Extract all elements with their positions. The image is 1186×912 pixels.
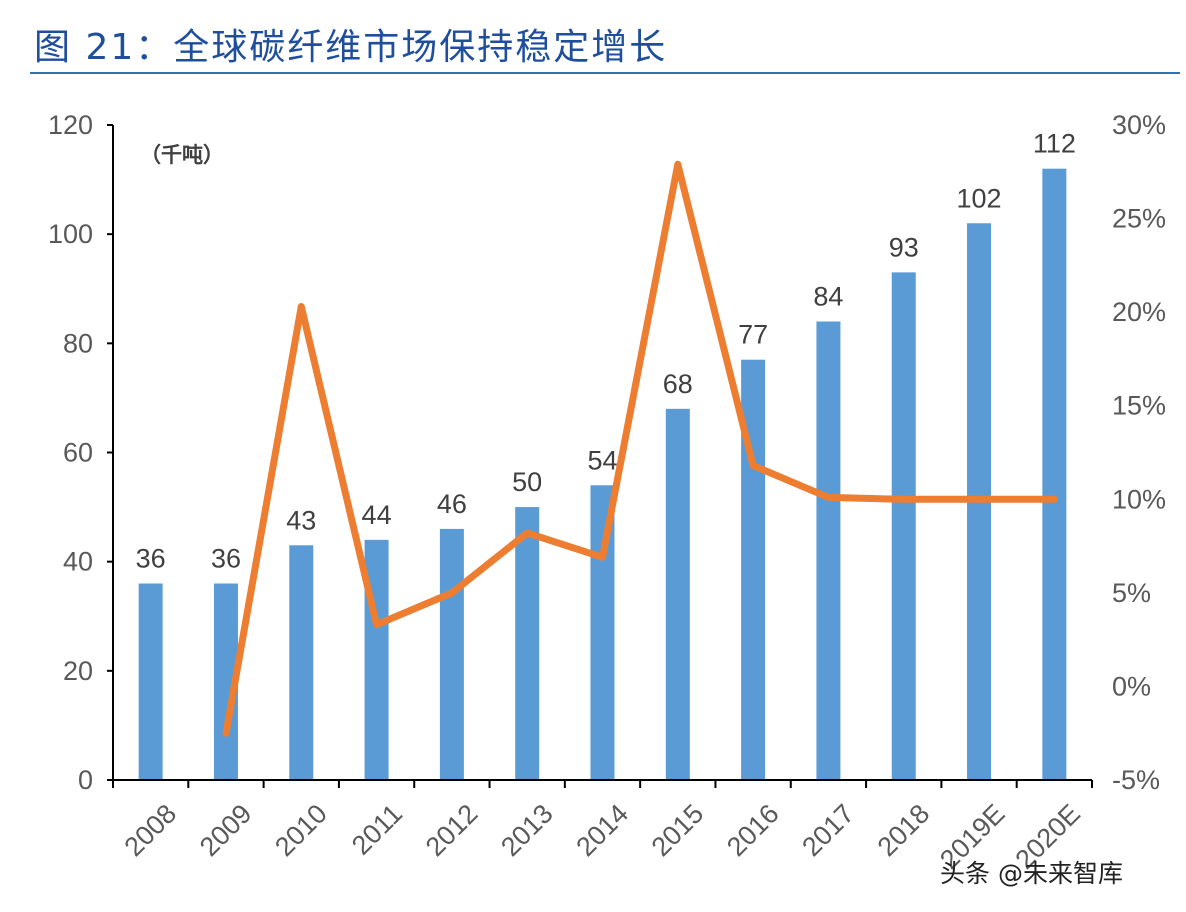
data-label-2017: 84 [813, 282, 843, 312]
left-tick-label: 100 [48, 219, 93, 249]
bar-2018 [891, 272, 916, 780]
data-label-2020E: 112 [1033, 129, 1076, 159]
unit-label: （千吨） [140, 143, 224, 167]
bar-2014 [590, 485, 615, 780]
right-tick-label: 0% [1112, 671, 1151, 701]
bar-2008 [138, 583, 163, 780]
bar-2013 [515, 507, 540, 780]
right-tick-label: 25% [1112, 204, 1166, 234]
data-label-2018: 93 [889, 232, 919, 262]
left-tick-label: 20 [63, 656, 93, 686]
x-tick-label: 2018 [872, 798, 936, 862]
bar-2017 [816, 321, 841, 780]
growth-point-2015 [676, 163, 679, 166]
growth-point-2017 [827, 496, 830, 499]
growth-point-2010 [300, 305, 303, 308]
growth-point-2011 [375, 623, 378, 626]
bar-2010 [289, 545, 314, 780]
left-tick-label: 40 [63, 547, 93, 577]
data-label-2014: 54 [587, 445, 617, 475]
x-tick-label: 2011 [346, 798, 408, 860]
bar-2012 [439, 528, 464, 780]
watermark: 头条 @未来智库 [940, 859, 1123, 888]
x-tick-label: 2012 [420, 798, 484, 862]
data-label-2012: 46 [437, 489, 467, 519]
data-label-2008: 36 [136, 544, 166, 574]
bar-2020E [1042, 168, 1067, 780]
x-tick-label: 2013 [495, 798, 559, 862]
right-tick-label: 20% [1112, 297, 1166, 327]
left-tick-label: 60 [63, 438, 93, 468]
x-tick-label: 2008 [119, 798, 183, 862]
right-tick-label: -5% [1112, 765, 1160, 795]
growth-point-2016 [752, 464, 755, 467]
data-label-2013: 50 [512, 467, 542, 497]
bar-2015 [665, 408, 690, 780]
growth-point-2018 [902, 498, 905, 501]
right-tick-label: 5% [1112, 578, 1151, 608]
x-tick-label: 2010 [269, 798, 333, 862]
data-label-2015: 68 [663, 369, 693, 399]
left-tick-label: 120 [48, 110, 93, 140]
chart-title: 图 21：全球碳纤维市场保持稳定增长 [34, 27, 668, 68]
right-tick-label: 15% [1112, 391, 1166, 421]
right-tick-label: 30% [1112, 110, 1166, 140]
growth-point-2009 [224, 732, 227, 735]
growth-point-2020E [1053, 498, 1056, 501]
data-label-2009: 36 [211, 544, 241, 574]
x-tick-label: 2014 [570, 798, 634, 862]
growth-point-2013 [526, 531, 529, 534]
growth-point-2014 [601, 556, 604, 559]
growth-point-2019E [978, 498, 981, 501]
x-tick-label: 2017 [796, 798, 860, 862]
growth-line [222, 160, 1058, 737]
data-label-2019E: 102 [957, 183, 1002, 213]
title-divider [30, 72, 1180, 74]
right-tick-label: 10% [1112, 484, 1166, 514]
left-tick-label: 0 [78, 765, 93, 795]
x-tick-label: 2016 [721, 798, 785, 862]
data-label-2010: 43 [286, 505, 316, 535]
x-tick-label: 2015 [646, 798, 710, 862]
data-label-2016: 77 [738, 320, 768, 350]
growth-point-2012 [450, 591, 453, 594]
left-tick-label: 80 [63, 328, 93, 358]
data-label-2011: 44 [362, 500, 392, 530]
x-tick-label: 2009 [194, 798, 258, 862]
